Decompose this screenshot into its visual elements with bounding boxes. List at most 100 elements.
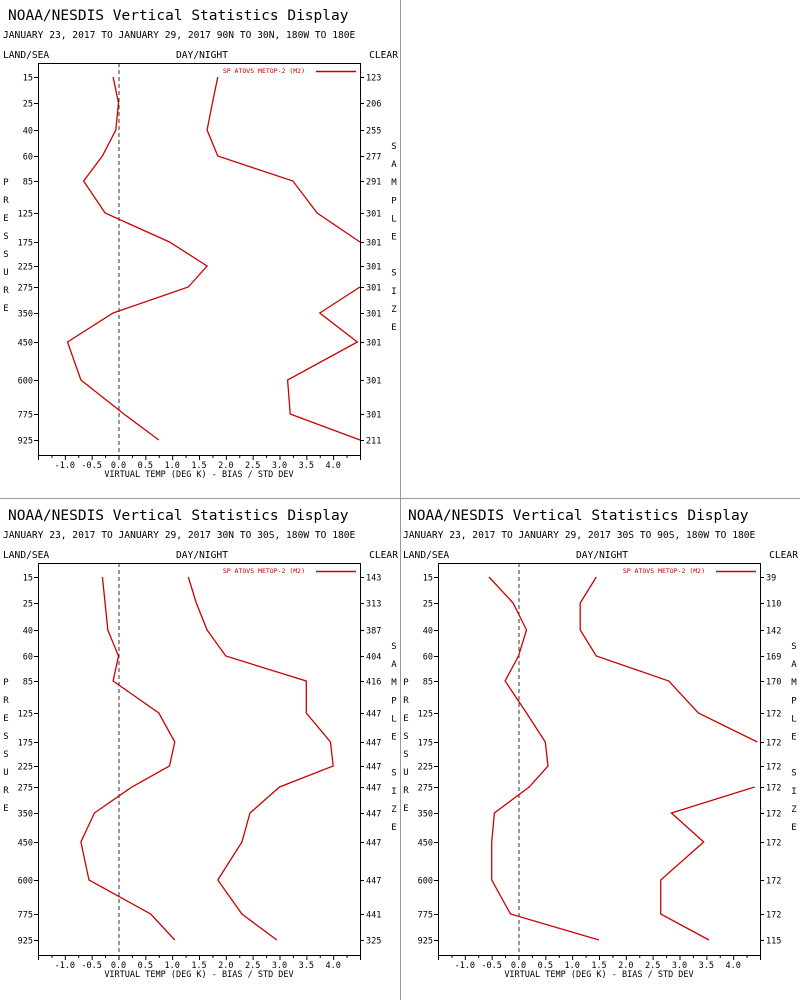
header-clear: CLEAR <box>369 550 398 561</box>
pressure-level-label: 925 <box>18 937 33 947</box>
right-axis-letter: Z <box>391 305 397 315</box>
sample-size-label: 325 <box>366 937 381 947</box>
x-tick-label: 4.0 <box>725 961 740 971</box>
x-tick-label: 3.0 <box>672 961 687 971</box>
header-clear: CLEAR <box>369 50 398 61</box>
sample-size-label: 301 <box>366 339 381 349</box>
x-tick-label: 1.5 <box>191 461 206 471</box>
right-axis-letter: I <box>391 287 396 297</box>
sample-size-label: 301 <box>366 377 381 387</box>
right-axis-letter: S <box>391 142 396 152</box>
pressure-level-label: 40 <box>23 127 33 137</box>
sample-size-label: 301 <box>366 210 381 220</box>
x-axis-label: VIRTUAL TEMP (DEG K) - BIAS / STD DEV <box>104 970 293 980</box>
x-tick-label: 3.5 <box>299 961 314 971</box>
pressure-level-label: 85 <box>23 678 33 688</box>
chart-title: NOAA/NESDIS Vertical Statistics Display <box>408 508 749 524</box>
right-axis-letter: E <box>791 823 796 833</box>
panel-south: NOAA/NESDIS Vertical Statistics Display J… <box>403 508 798 980</box>
left-axis-letter: E <box>3 714 8 724</box>
x-tick-label: 2.0 <box>618 961 633 971</box>
sample-size-label: 142 <box>766 627 781 637</box>
plot-frame <box>38 63 361 456</box>
sample-size-label: 172 <box>766 710 781 720</box>
left-axis-letter: P <box>3 678 9 688</box>
right-axis-letter: M <box>391 678 397 688</box>
sample-size-label: 115 <box>766 937 781 947</box>
left-axis-letter: S <box>3 232 8 242</box>
panel-tropics: NOAA/NESDIS Vertical Statistics Display J… <box>3 508 398 980</box>
sample-size-label: 255 <box>366 127 381 137</box>
header-land-sea: LAND/SEA <box>3 50 49 61</box>
pressure-level-label: 925 <box>18 437 33 447</box>
pressure-level-label: 125 <box>18 710 33 720</box>
x-tick-label: 4.0 <box>325 461 340 471</box>
left-axis-letter: S <box>3 750 8 760</box>
right-axis-letter: P <box>391 196 397 206</box>
pressure-level-label: 275 <box>418 784 433 794</box>
header-day-night: DAY/NIGHT <box>176 50 228 61</box>
right-axis-letter: I <box>391 787 396 797</box>
sample-size-label: 172 <box>766 877 781 887</box>
x-tick-label: 0.5 <box>138 461 153 471</box>
x-tick-label: -0.5 <box>81 461 101 471</box>
right-axis-letter: S <box>391 269 396 279</box>
x-tick-label: 1.0 <box>564 961 579 971</box>
x-tick-label: 2.5 <box>645 961 660 971</box>
left-axis-letter: S <box>403 750 408 760</box>
sample-size-label: 387 <box>366 627 381 637</box>
x-tick-label: 2.0 <box>218 461 233 471</box>
right-axis-letter: M <box>391 178 397 188</box>
plot-frame <box>438 563 761 956</box>
sample-size-label: 404 <box>366 653 381 663</box>
sample-size-label: 206 <box>366 100 381 110</box>
x-tick-label: 0.5 <box>138 961 153 971</box>
series-line-std-dev-lower- <box>660 786 755 941</box>
sample-size-label: 170 <box>766 678 781 688</box>
pressure-level-label: 175 <box>18 739 33 749</box>
pressure-level-label: 600 <box>18 877 33 887</box>
header-day-night: DAY/NIGHT <box>176 550 228 561</box>
pressure-level-label: 600 <box>18 377 33 387</box>
pressure-level-label: 125 <box>418 710 433 720</box>
x-tick-label: -0.5 <box>81 961 101 971</box>
chart-subtitle: JANUARY 23, 2017 TO JANUARY 29, 2017 30S… <box>403 530 756 541</box>
sample-size-label: 172 <box>766 839 781 849</box>
series-line-bias <box>488 576 600 941</box>
left-axis-letter: U <box>3 768 8 778</box>
panel-north: NOAA/NESDIS Vertical Statistics Display J… <box>3 8 398 480</box>
chart-subtitle: JANUARY 23, 2017 TO JANUARY 29, 2017 90N… <box>3 30 356 41</box>
legend-label: SP ATOVS METOP-2 (M2) <box>223 567 305 575</box>
pressure-level-label: 25 <box>23 100 33 110</box>
pressure-level-label: 350 <box>18 810 33 820</box>
right-axis-letter: E <box>391 323 396 333</box>
right-axis-letter: P <box>791 696 797 706</box>
sample-size-label: 447 <box>366 877 381 887</box>
left-axis-letter: S <box>403 732 408 742</box>
right-axis-letter: S <box>391 769 396 779</box>
pressure-level-label: 450 <box>418 839 433 849</box>
pressure-level-label: 600 <box>418 877 433 887</box>
right-axis-letter: S <box>791 642 796 652</box>
sample-size-label: 172 <box>766 784 781 794</box>
legend-label: SP ATOVS METOP-2 (M2) <box>623 567 705 575</box>
sample-size-label: 123 <box>366 74 381 84</box>
chart-subtitle: JANUARY 23, 2017 TO JANUARY 29, 2017 30N… <box>3 530 356 541</box>
pressure-level-label: 40 <box>23 627 33 637</box>
series-line-std-dev <box>579 576 758 743</box>
right-axis-letter: L <box>391 714 396 724</box>
sample-size-label: 441 <box>366 911 381 921</box>
series-line-std-dev-lower- <box>286 286 361 441</box>
x-tick-label: -1.0 <box>455 961 475 971</box>
legend-label: SP ATOVS METOP-2 (M2) <box>223 67 305 75</box>
series-line-bias <box>80 576 176 941</box>
pressure-level-label: 450 <box>18 839 33 849</box>
x-tick-label: 0.0 <box>111 961 126 971</box>
sample-size-label: 447 <box>366 763 381 773</box>
pressure-level-label: 15 <box>23 74 33 84</box>
left-axis-letter: R <box>403 696 409 706</box>
right-axis-letter: S <box>791 769 796 779</box>
right-axis-letter: P <box>391 696 397 706</box>
left-axis-letter: E <box>403 804 408 814</box>
pressure-level-label: 225 <box>18 763 33 773</box>
